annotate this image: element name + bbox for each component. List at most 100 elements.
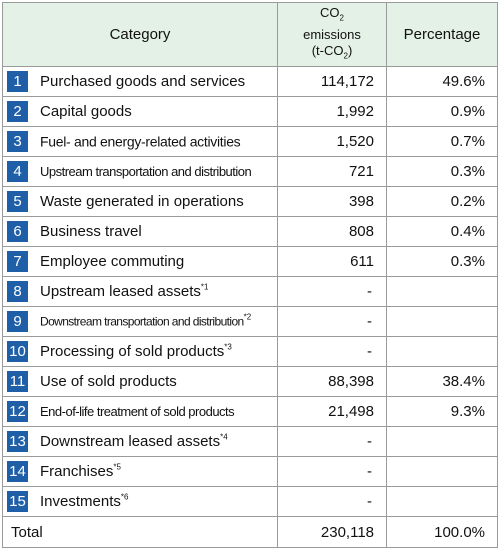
- category-name: Employee commuting: [40, 253, 185, 270]
- category-name: Capital goods: [40, 103, 132, 120]
- category-number: 8: [7, 281, 28, 302]
- category-number: 15: [7, 491, 28, 512]
- category-cell: 3 Fuel- and energy-related activities: [2, 126, 278, 157]
- emissions-cell: 721: [277, 156, 387, 187]
- table-row: 1 Purchased goods and services 114,172 49.6…: [2, 66, 498, 97]
- category-name: Downstream leased assets: [40, 433, 221, 450]
- percentage-cell: 0.3%: [386, 246, 498, 277]
- category-name: Upstream transportation and distribution: [40, 164, 252, 179]
- category-name: Processing of sold products: [40, 343, 225, 360]
- header-emissions: CO2 emissions (t-CO2): [277, 2, 387, 67]
- percentage-cell: 0.9%: [386, 96, 498, 127]
- table-row: 8 Upstream leased assets*1 -: [2, 276, 498, 307]
- table-row: 12 End-of-life treatment of sold products…: [2, 396, 498, 427]
- table-row: 15 Investments*6 -: [2, 486, 498, 517]
- category-cell: 11 Use of sold products: [2, 366, 278, 397]
- category-name: Investments: [40, 493, 121, 510]
- category-cell: 1 Purchased goods and services: [2, 66, 278, 97]
- percentage-cell: 0.4%: [386, 216, 498, 247]
- table-row: 13 Downstream leased assets*4 -: [2, 426, 498, 457]
- emissions-cell: -: [277, 486, 387, 517]
- table-row: 4 Upstream transportation and distributio…: [2, 156, 498, 187]
- category-number: 1: [7, 71, 28, 92]
- emissions-cell: 1,992: [277, 96, 387, 127]
- category-number: 5: [7, 191, 28, 212]
- category-cell: 13 Downstream leased assets*4: [2, 426, 278, 457]
- category-number: 2: [7, 101, 28, 122]
- emissions-cell: -: [277, 276, 387, 307]
- percentage-cell: 0.7%: [386, 126, 498, 157]
- footnote-mark: *4: [220, 432, 228, 442]
- footnote-mark: *1: [200, 282, 209, 292]
- percentage-cell: 38.4%: [386, 366, 498, 397]
- subscript: 2: [339, 13, 344, 23]
- category-number: 9: [7, 311, 28, 332]
- category-number: 14: [7, 461, 28, 482]
- category-name: Upstream leased assets: [40, 283, 201, 300]
- category-number: 6: [7, 221, 28, 242]
- header-percentage: Percentage: [386, 2, 498, 67]
- category-cell: 2 Capital goods: [2, 96, 278, 127]
- emissions-cell: -: [277, 306, 387, 337]
- table-row: 6 Business travel 808 0.4%: [2, 216, 498, 247]
- footnote-mark: *3: [224, 342, 232, 352]
- emissions-cell: 611: [277, 246, 387, 277]
- category-number: 10: [7, 341, 28, 362]
- subscript: 2: [343, 51, 348, 61]
- emissions-cell: 114,172: [277, 66, 387, 97]
- category-number: 12: [7, 401, 28, 422]
- header-text: ): [347, 42, 353, 58]
- category-cell: 14 Franchises*5: [2, 456, 278, 487]
- emissions-cell: 398: [277, 186, 387, 217]
- category-number: 13: [7, 431, 28, 452]
- total-row: Total 230,118 100.0%: [2, 516, 498, 548]
- table-row: 5 Waste generated in operations 398 0.2%: [2, 186, 498, 217]
- table-row: 14 Franchises*5 -: [2, 456, 498, 487]
- category-cell: 12 End-of-life treatment of sold products: [2, 396, 278, 427]
- header-category: Category: [2, 2, 278, 67]
- percentage-cell: 0.3%: [386, 156, 498, 187]
- percentage-cell: 0.2%: [386, 186, 498, 217]
- table-row: 9 Downstream transportation and distribut…: [2, 306, 498, 337]
- emissions-cell: 1,520: [277, 126, 387, 157]
- category-cell: 8 Upstream leased assets*1: [2, 276, 278, 307]
- header-text: (t-CO: [311, 42, 344, 58]
- header-text: CO: [320, 4, 340, 20]
- category-number: 11: [7, 371, 28, 392]
- emissions-cell: -: [277, 336, 387, 367]
- category-cell: 6 Business travel: [2, 216, 278, 247]
- category-name: Downstream transportation and distributi…: [40, 314, 244, 329]
- category-cell: 5 Waste generated in operations: [2, 186, 278, 217]
- table-row: 7 Employee commuting 611 0.3%: [2, 246, 498, 277]
- table-row: 10 Processing of sold products*3 -: [2, 336, 498, 367]
- category-cell: 10 Processing of sold products*3: [2, 336, 278, 367]
- table-row: 2 Capital goods 1,992 0.9%: [2, 96, 498, 127]
- category-name: Purchased goods and services: [40, 73, 246, 90]
- header-row: Category CO2 emissions (t-CO2) Percentag…: [2, 2, 498, 67]
- category-cell: 7 Employee commuting: [2, 246, 278, 277]
- percentage-cell: [386, 486, 498, 517]
- percentage-cell: 49.6%: [386, 66, 498, 97]
- percentage-cell: 9.3%: [386, 396, 498, 427]
- category-cell: 4 Upstream transportation and distributio…: [2, 156, 278, 187]
- percentage-cell: [386, 336, 498, 367]
- total-emissions: 230,118: [277, 516, 387, 548]
- category-number: 7: [7, 251, 28, 272]
- emissions-cell: 21,498: [277, 396, 387, 427]
- category-number: 3: [7, 131, 28, 152]
- category-number: 4: [7, 161, 28, 182]
- category-cell: 15 Investments*6: [2, 486, 278, 517]
- category-name: Use of sold products: [40, 373, 177, 390]
- footnote-mark: *2: [243, 312, 252, 322]
- category-cell: 9 Downstream transportation and distribut…: [2, 306, 278, 337]
- category-name: Franchises: [40, 463, 114, 480]
- header-text: emissions: [303, 26, 361, 42]
- total-percentage: 100.0%: [386, 516, 498, 548]
- emissions-cell: -: [277, 426, 387, 457]
- category-name: End-of-life treatment of sold products: [40, 404, 235, 419]
- emissions-cell: 808: [277, 216, 387, 247]
- category-name: Fuel- and energy-related activities: [40, 133, 241, 150]
- emissions-cell: -: [277, 456, 387, 487]
